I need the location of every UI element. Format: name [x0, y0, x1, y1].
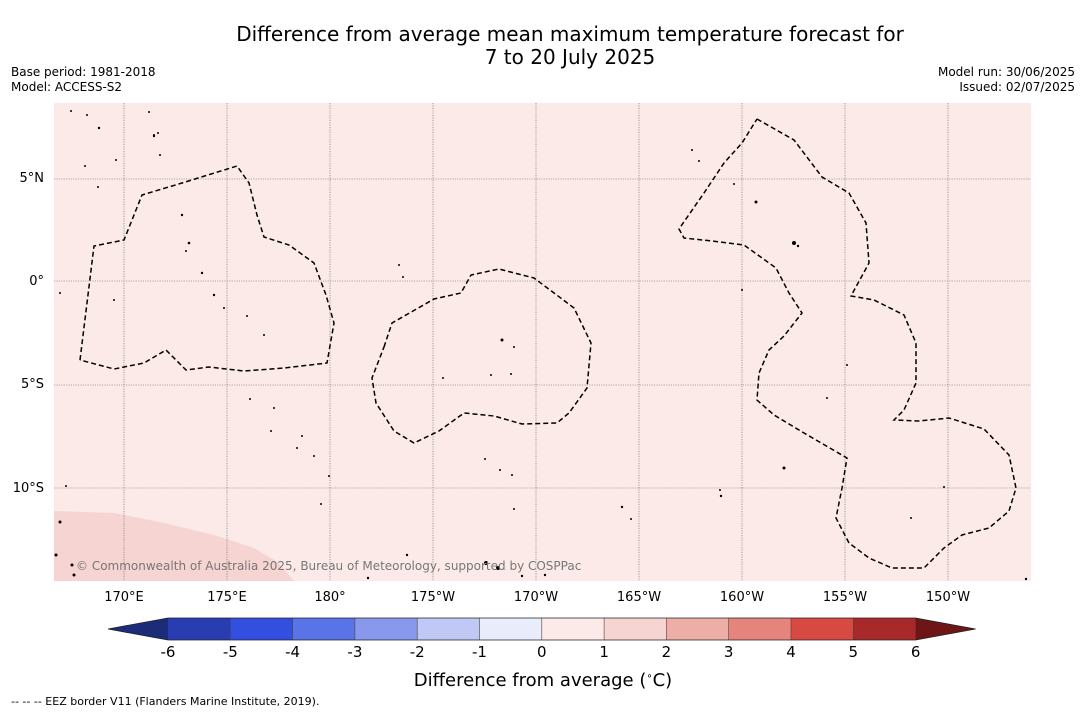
base-period: Base period: 1981-2018 [11, 65, 156, 79]
colorbar-tick-label: -6 [160, 643, 176, 661]
colorbar-extend-low [108, 618, 168, 640]
colorbar-tick-label: -1 [472, 643, 487, 661]
colorbar-segment [354, 618, 418, 640]
title-line-1: Difference from average mean maximum tem… [236, 22, 904, 46]
island-specks [54, 110, 1028, 581]
colorbar-tick-label: 0 [537, 643, 547, 661]
lon-label-175e: 175°E [207, 590, 247, 605]
lon-label-160w: 160°W [719, 590, 765, 605]
colorbar-tick-label: 3 [723, 643, 734, 661]
colorbar-segment [479, 618, 543, 640]
eez-border-east [678, 118, 1017, 569]
lon-label-155w: 155°W [822, 590, 868, 605]
colorbar-segment [541, 618, 605, 640]
model-run: Model run: 30/06/2025 [937, 65, 1075, 79]
colorbar-segment [728, 618, 792, 640]
colorbar-segment [292, 618, 356, 640]
map-panel [54, 103, 1031, 581]
eez-border-central [371, 268, 592, 444]
colorbar-tick-label: -5 [222, 643, 238, 661]
lon-label-150w: 150°W [925, 590, 971, 605]
graticule [54, 103, 1031, 581]
colorbar-tick-label: 2 [661, 643, 672, 661]
shading-region [54, 511, 294, 581]
eez-borders [79, 118, 1017, 569]
colorbar-segment [604, 618, 667, 640]
colorbar-segment [666, 618, 730, 640]
colorbar-segment [168, 618, 231, 640]
colorbar-tick-label: 1 [599, 643, 609, 661]
issued-date: Issued: 02/07/2025 [959, 80, 1075, 94]
lon-label-170e: 170°E [104, 590, 144, 605]
colorbar-segment [853, 618, 917, 640]
model-name: Model: ACCESS-S2 [11, 80, 123, 94]
lat-label-0: 0° [29, 274, 44, 289]
colorbar-label-text: Difference from average (∘C) [413, 670, 673, 691]
lat-label-5s: 5°S [20, 377, 44, 392]
colorbar-tick-label: 6 [910, 643, 921, 661]
colorbar-segment [791, 618, 854, 640]
meta-right: Model run: 30/06/2025 Issued: 02/07/2025 [938, 65, 1075, 95]
colorbar-segment [417, 618, 480, 640]
title-line-2: 7 to 20 July 2025 [484, 45, 656, 69]
meta-left: Base period: 1981-2018 Model: ACCESS-S2 [11, 65, 156, 95]
colorbar-tick-label: -3 [347, 643, 363, 661]
colorbar-tick-label: -2 [409, 643, 425, 661]
map-title: Difference from average mean maximum tem… [120, 23, 1020, 69]
lon-label-165w: 165°W [616, 590, 662, 605]
colorbar-tick-label: 4 [786, 643, 796, 661]
colorbar [108, 617, 976, 641]
lon-label-175w: 175°W [410, 590, 456, 605]
lon-label-180: 180° [314, 590, 346, 605]
lon-label-170w: 170°W [513, 590, 559, 605]
colorbar-tick-label: -4 [285, 643, 301, 661]
colorbar-segment [230, 618, 294, 640]
colorbar-extend-high [915, 618, 976, 640]
lat-label-5n: 5°N [19, 171, 45, 186]
colorbar-label: Difference from average (∘C) [300, 670, 786, 691]
copyright-notice: © Commonwealth of Australia 2025, Bureau… [76, 559, 582, 573]
eez-border-west [79, 165, 335, 372]
colorbar-outline [108, 617, 976, 641]
eez-legend: -- -- -- EEZ border V11 (Flanders Marine… [11, 695, 320, 708]
lat-label-10s: 10°S [12, 481, 44, 496]
colorbar-tick-label: 5 [848, 643, 859, 661]
